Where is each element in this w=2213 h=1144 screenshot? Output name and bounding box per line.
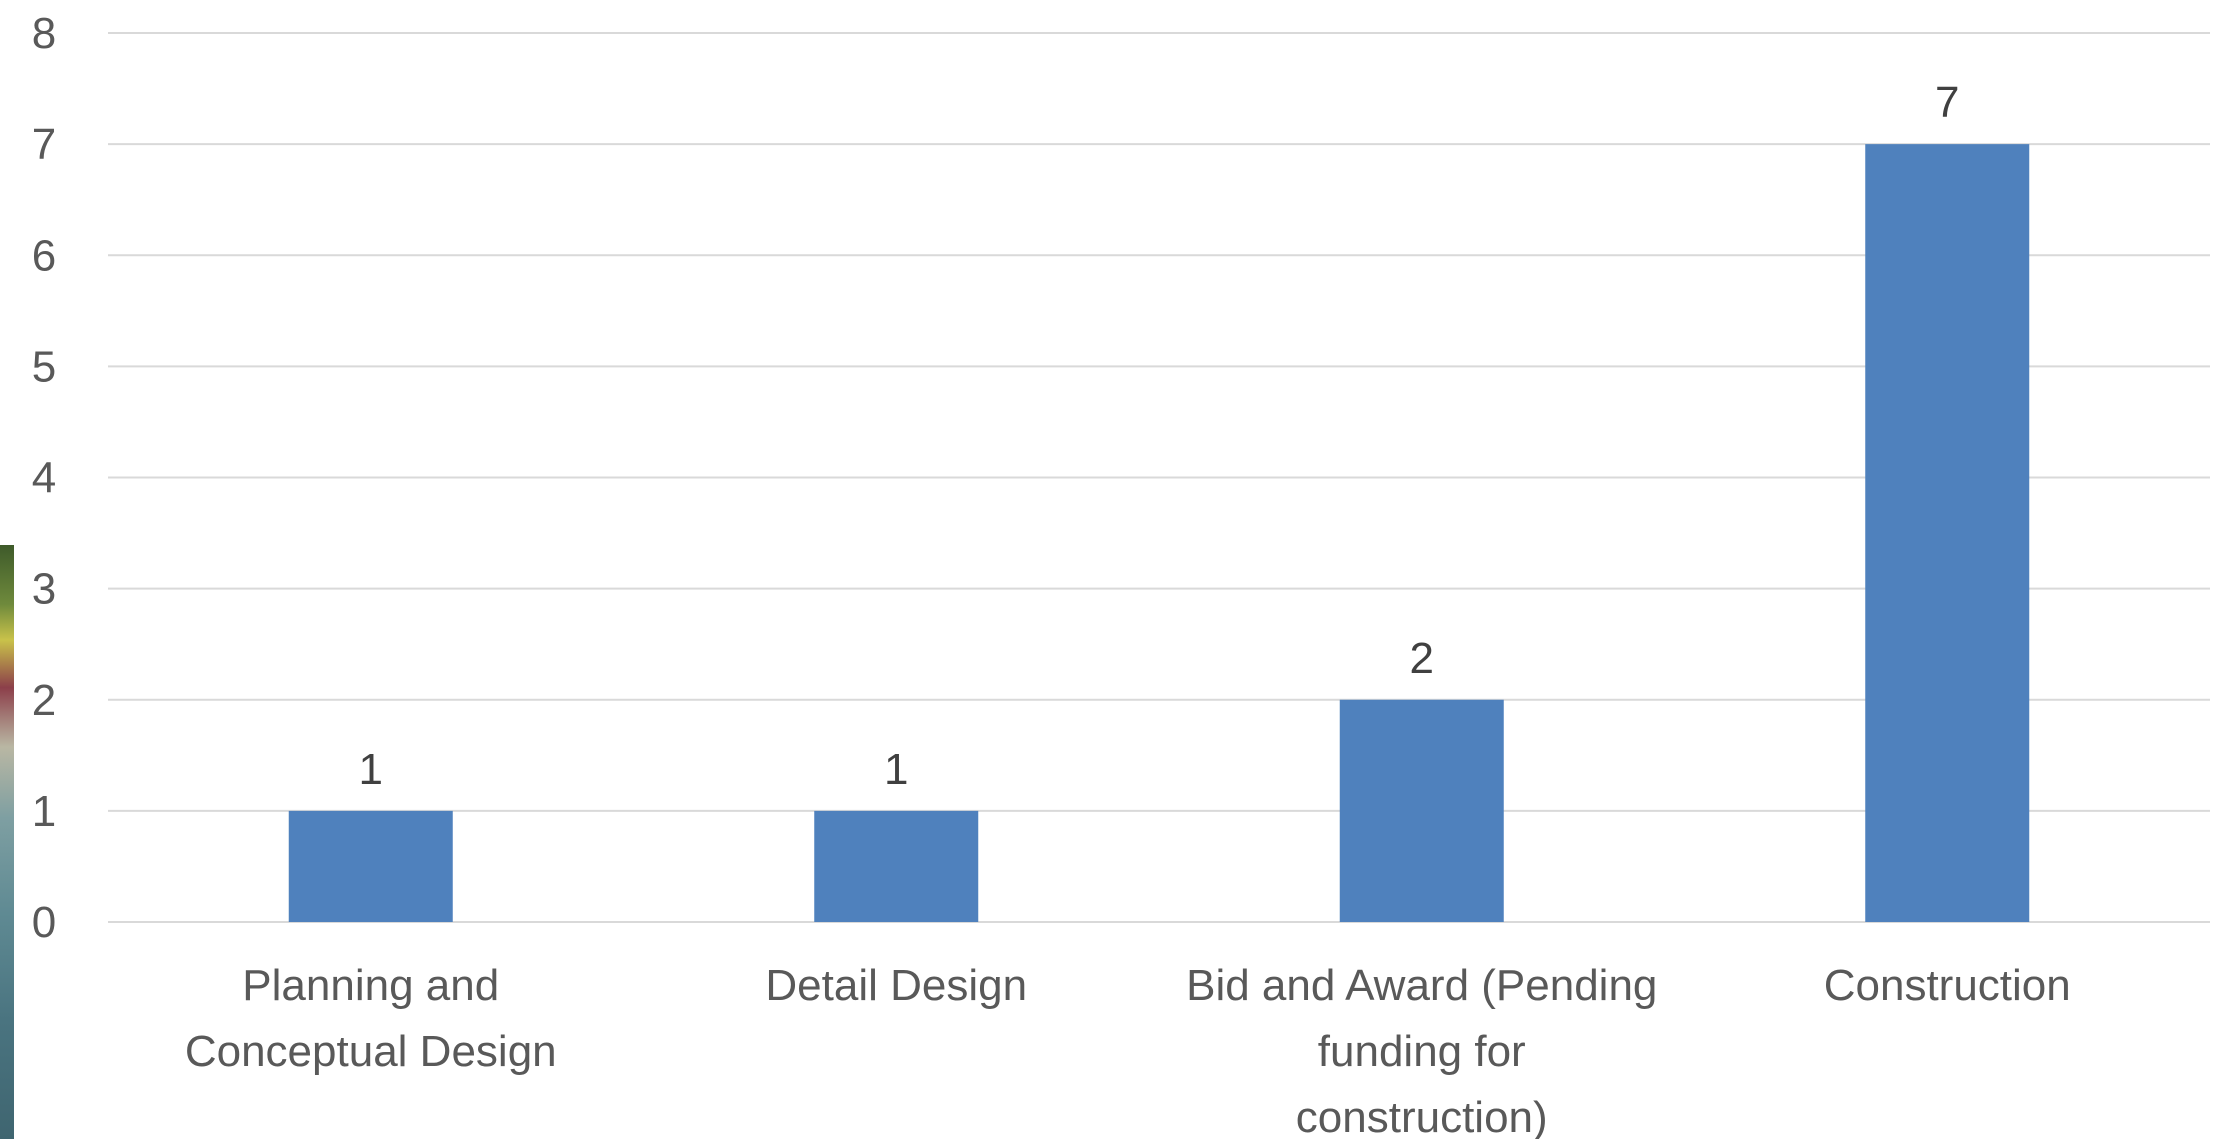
x-category-label: Bid and Award (Pending funding for constru… [1186, 961, 1657, 1142]
x-category-label-line: funding for [1318, 1027, 1526, 1076]
data-label: 1 [884, 745, 908, 794]
y-tick-label: 5 [32, 342, 56, 391]
gridlines [108, 32, 2210, 923]
y-tick-label: 2 [32, 676, 56, 725]
x-category-label: Detail Design [765, 961, 1027, 1010]
x-category-label-line: Bid and Award (Pending [1186, 961, 1657, 1010]
data-label: 1 [359, 745, 383, 794]
x-category-label: Construction [1824, 961, 2071, 1010]
x-category-label-line: Conceptual Design [185, 1027, 557, 1076]
y-tick-label: 0 [32, 898, 56, 947]
y-tick-label: 4 [32, 454, 56, 503]
bars [288, 144, 2030, 922]
x-category-label-line: construction) [1296, 1093, 1548, 1139]
x-category-label-line: Construction [1824, 961, 2071, 1010]
y-tick-label: 6 [32, 231, 56, 280]
bar [814, 810, 979, 922]
y-tick-label: 1 [32, 787, 56, 836]
x-axis-categories: Planning and Conceptual Design Detail Desi… [185, 961, 2071, 1142]
bar [1865, 144, 2030, 922]
data-label: 2 [1410, 634, 1434, 683]
x-category-label-line: Detail Design [765, 961, 1027, 1010]
bar [1339, 699, 1504, 922]
x-category-label-line: Planning and [242, 961, 499, 1010]
bar [288, 810, 453, 922]
data-label: 7 [1935, 78, 1959, 127]
background-photo-strip [0, 545, 14, 1139]
y-tick-label: 3 [32, 565, 56, 614]
y-tick-label: 8 [32, 9, 56, 58]
data-labels: 1 1 2 7 [359, 78, 1960, 794]
y-axis-ticks: 0 1 2 3 4 5 6 7 8 [32, 9, 56, 947]
y-tick-label: 7 [32, 120, 56, 169]
x-category-label: Planning and Conceptual Design [185, 961, 557, 1076]
